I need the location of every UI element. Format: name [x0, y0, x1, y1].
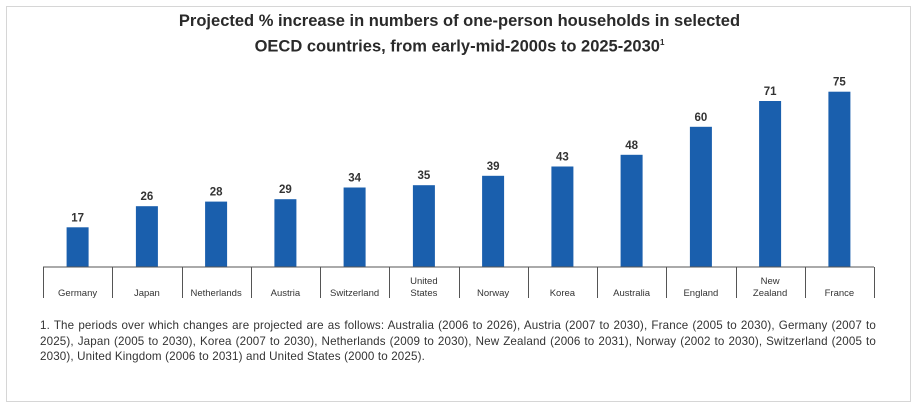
- bar: [343, 187, 366, 267]
- value-label: 39: [487, 161, 500, 173]
- category-label: States: [410, 288, 437, 299]
- category-label: England: [683, 288, 718, 299]
- value-label: 60: [695, 112, 708, 124]
- value-label: 75: [833, 77, 846, 89]
- bar: [135, 206, 158, 267]
- bar: [759, 101, 782, 267]
- category-label: Australia: [613, 288, 651, 299]
- value-label: 34: [348, 173, 361, 185]
- chart-title-line-2: OECD countries, from early-mid-2000s to …: [0, 32, 919, 58]
- category-axis: [43, 266, 875, 298]
- bar: [689, 126, 712, 268]
- category-label: United: [410, 276, 437, 287]
- bar: [412, 185, 435, 267]
- chart-title: Projected % increase in numbers of one-p…: [0, 10, 919, 58]
- category-labels-group: Germany Japan Netherlands Austria Switzerlan…: [58, 276, 854, 299]
- value-label: 17: [71, 212, 84, 224]
- bar: [551, 166, 574, 267]
- value-label: 35: [418, 170, 431, 182]
- value-label: 43: [556, 152, 569, 164]
- chart-title-line-2-text: OECD countries, from early-mid-2000s to …: [254, 37, 660, 56]
- bar: [66, 227, 89, 267]
- category-label: France: [825, 288, 855, 299]
- category-label: Austria: [271, 288, 301, 299]
- category-label: Zealand: [753, 288, 787, 299]
- bars-group: [66, 91, 851, 268]
- bar: [205, 201, 228, 268]
- value-label: 71: [764, 86, 777, 98]
- category-label: Germany: [58, 288, 97, 299]
- category-label: New: [761, 276, 780, 287]
- category-label: Japan: [134, 288, 160, 299]
- value-labels-group: 17 26 28 29 34 35 39 43 48 60 71 75: [71, 77, 846, 225]
- value-label: 48: [625, 140, 638, 152]
- category-label: Netherlands: [190, 288, 241, 299]
- value-label: 29: [279, 184, 292, 196]
- title-footnote-marker: 1: [659, 38, 665, 47]
- category-label: Switzerland: [330, 288, 379, 299]
- bar: [482, 175, 505, 267]
- value-label: 26: [141, 191, 154, 203]
- bar: [828, 91, 851, 267]
- footnote: 1. The periods over which changes are pr…: [40, 319, 876, 363]
- chart-title-line-1: Projected % increase in numbers of one-p…: [178, 12, 741, 30]
- value-label: 28: [210, 187, 223, 199]
- bar: [274, 199, 297, 267]
- bar: [620, 154, 643, 267]
- category-label: Korea: [550, 288, 576, 299]
- category-label: Norway: [477, 288, 509, 299]
